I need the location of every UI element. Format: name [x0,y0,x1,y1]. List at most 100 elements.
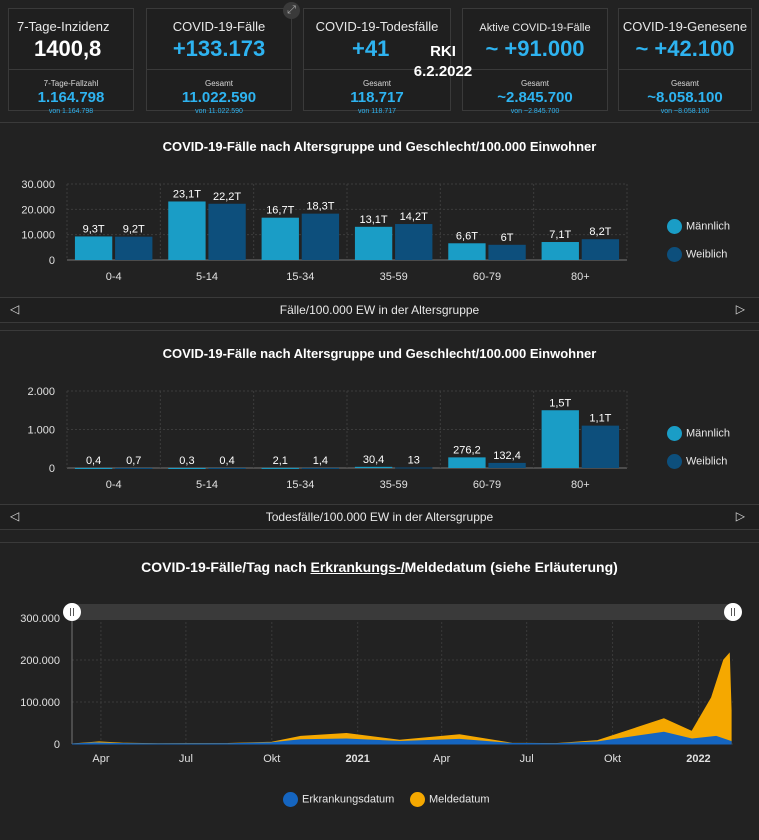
bar-value-label: 13,1T [360,214,388,226]
y-tick-label: 20.000 [21,204,55,216]
divider [0,122,759,123]
chart2-legend-female[interactable]: Weiblich [667,454,727,469]
rki-badge: RKI 6.2.2022 [408,42,478,82]
y-tick-label: 0 [49,255,55,267]
bar-male [74,236,113,260]
rki-date: 6.2.2022 [413,63,473,80]
y-tick-label: 0 [54,739,60,751]
range-end-handle[interactable] [724,603,742,621]
card-footnote: von 1.164.798 [48,108,94,115]
x-tick-label: 0-4 [106,271,122,283]
prev-arrow-icon[interactable]: ◁ [10,509,20,523]
chart2-footer: ◁ Todesfälle/100.000 EW in der Altersgru… [0,504,759,530]
bar-value-label: 7,1T [549,229,571,241]
card-sublabel: Gesamt [362,79,391,88]
bar-male [354,226,393,260]
x-tick-label: 80+ [571,479,590,491]
bar-female [301,213,340,260]
card-active: Aktive COVID-19-Fälle ~ +91.000 Gesamt ~… [462,8,608,115]
chart3-svg: 0 100.000 200.000 300.000 Apr Jul Okt 2021 Apr Ju… [20,603,742,765]
chart1-title: COVID-19-Fälle nach Altersgruppe und Ges… [162,139,597,154]
card-sublabel: 7-Tage-Fallzahl [43,79,99,88]
bar-value-label: 1,1T [589,413,611,425]
bar-female [581,239,620,260]
card-footnote: von ~8.058.100 [660,108,710,115]
prev-arrow-icon[interactable]: ◁ [10,302,20,316]
y-tick-label: 30.000 [21,179,55,191]
range-slider-track [72,604,733,620]
card-footnote: von 118.717 [357,108,396,115]
bar-value-label: 14,2T [400,211,428,223]
card-cases: COVID-19-Fälle +133.173 Gesamt 11.022.59… [146,8,292,115]
bar-female [581,425,620,468]
card-divider [9,69,133,70]
chart1-legend-female[interactable]: Weiblich [667,247,727,262]
divider [0,542,759,543]
chart3-title: COVID-19-Fälle/Tag nach Erkrankungs-/Mel… [0,559,759,575]
card-sublabel: Gesamt [204,79,233,88]
y-tick-label: 100.000 [20,697,60,709]
bar-male [448,457,486,468]
legend-dot-icon [410,792,425,807]
legend-label: Meldedatum [429,793,490,806]
card-label: COVID-19-Fälle [172,19,266,34]
range-start-handle[interactable] [63,603,81,621]
chart1-svg: 0 10.000 20.000 30.000 9,3T 9,2T 0-4 23,1T 22,2T… [21,179,628,283]
legend-label: Männlich [686,427,731,440]
bar-value-label: 18,3T [306,201,334,213]
card-subvalue: 1.164.798 [37,89,105,106]
bar-value-label: 23,1T [173,188,201,200]
chart2-xlabel: Todesfälle/100.000 EW in der Altersgrupp… [265,510,494,524]
title-suffix: Meldedatum (siehe Erläuterung) [404,559,618,575]
bar-value-label: 6,6T [456,230,478,242]
card-sublabel: Gesamt [670,79,699,88]
card-label: COVID-19-Todesfälle [315,19,439,34]
bar-male [541,410,579,468]
bar-value-label: 0,4 [219,455,234,467]
x-tick-label: 15-34 [286,479,314,491]
x-tick-label: Jul [179,753,193,765]
bar-value-label: 0,4 [86,455,101,467]
card-subvalue: ~8.058.100 [647,89,723,106]
bar-female [395,467,433,469]
card-sublabel: Gesamt [520,79,549,88]
bar-value-label: 276,2 [453,444,481,456]
x-tick-label: 15-34 [286,271,314,283]
card-label: 7-Tage-Inzidenz [17,19,110,34]
chart1-footer: ◁ Fälle/100.000 EW in der Altersgruppe ▷ [0,297,759,323]
expand-icon[interactable]: ⤢ [283,2,300,19]
bar-female [488,244,526,260]
bar-female [208,467,246,469]
x-tick-label: 0-4 [106,479,122,491]
card-label: Aktive COVID-19-Fälle [479,22,591,34]
y-tick-label: 2.000 [27,386,55,398]
chart2-legend-male[interactable]: Männlich [667,426,730,441]
chart2-title: COVID-19-Fälle nach Altersgruppe und Ges… [162,346,597,361]
y-tick-label: 300.000 [20,613,60,625]
chart3-legend-erkrankung[interactable]: Erkrankungsdatum [283,792,394,807]
card-subvalue: 118.717 [350,89,404,106]
chart1-legend-male[interactable]: Männlich [667,219,730,234]
legend-dot-icon [667,219,682,234]
title-prefix: COVID-19-Fälle/Tag nach [141,559,311,575]
x-tick-label: 2021 [345,753,369,765]
y-tick-label: 10.000 [21,230,55,242]
area-meldedatum [71,652,732,745]
x-tick-label: 5-14 [196,271,218,283]
bar-male [168,467,206,469]
next-arrow-icon[interactable]: ▷ [735,509,745,523]
bar-female [395,224,433,260]
title-underlined[interactable]: Erkrankungs-/ [310,559,405,575]
chart3-legend-melde[interactable]: Meldedatum [410,792,490,807]
card-deaths: COVID-19-Todesfälle +41 Gesamt 118.717 v… [303,8,451,115]
x-tick-label: 2022 [686,753,710,765]
next-arrow-icon[interactable]: ▷ [735,302,745,316]
bar-male [261,467,299,469]
card-incidence: 7-Tage-Inzidenz 1400,8 7-Tage-Fallzahl 1… [8,8,134,115]
bar-value-label: 16,7T [266,205,294,217]
card-footnote: von 11.022.590 [195,108,243,115]
card-divider [619,69,751,70]
bar-male [74,467,113,469]
bar-female [488,462,526,468]
